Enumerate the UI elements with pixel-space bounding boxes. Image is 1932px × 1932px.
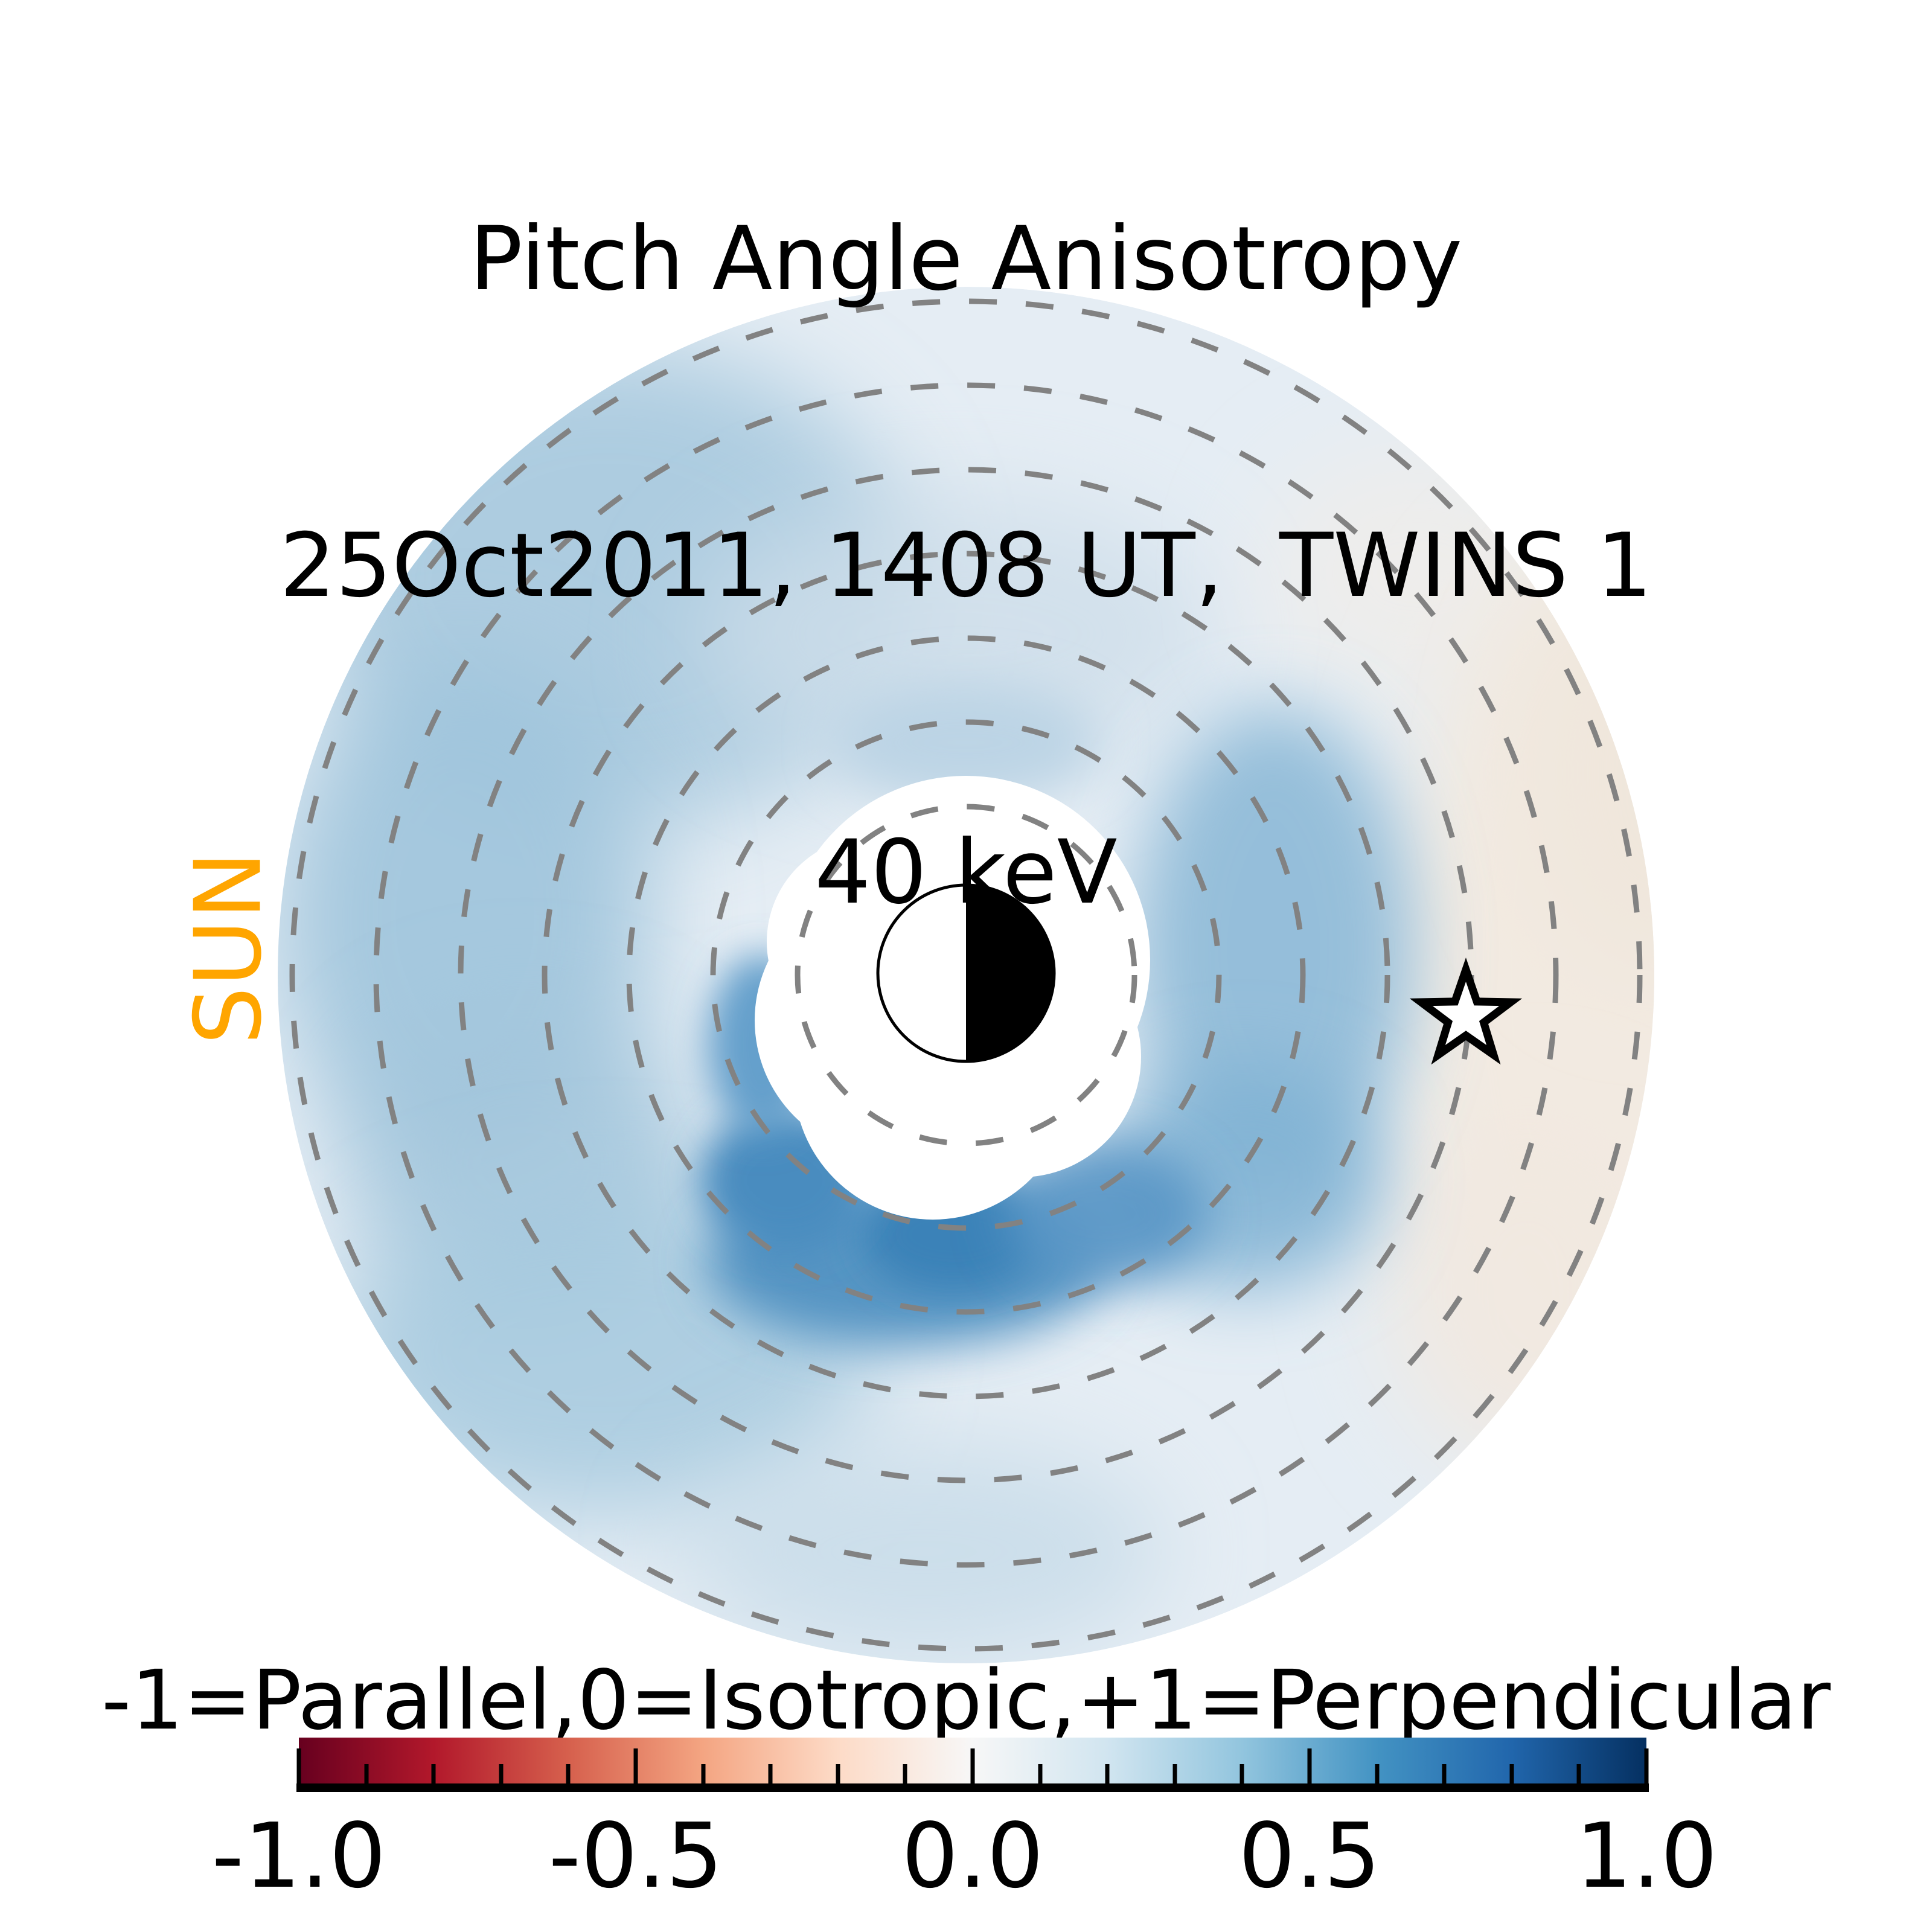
colorbar-label: -1=Parallel,0=Isotropic,+1=Perpendicular	[101, 1653, 1831, 1748]
colorbar-axis-line	[296, 1783, 1649, 1792]
colorbar-minor-tick	[431, 1764, 436, 1783]
colorbar-minor-tick	[1375, 1764, 1380, 1783]
anisotropy-blob	[1383, 1111, 1654, 1473]
colorbar-major-tick	[970, 1748, 975, 1783]
colorbar-minor-tick	[499, 1764, 504, 1783]
colorbar-minor-tick	[701, 1764, 706, 1783]
colorbar-minor-tick	[768, 1764, 773, 1783]
colorbar-minor-tick	[1442, 1764, 1447, 1783]
colorbar-major-tick	[1644, 1748, 1649, 1783]
colorbar-minor-tick	[1172, 1764, 1177, 1783]
tick-label-neg1: -1.0	[211, 1804, 386, 1908]
title-line-3: 40 keV	[814, 820, 1118, 924]
anisotropy-blob	[682, 1443, 1165, 1660]
tick-label-1: 1.0	[1575, 1804, 1718, 1908]
colorbar-tick-labels: -1.0 -0.5 0.0 0.5 1.0	[0, 1804, 1932, 1908]
l-shell-ring	[795, 804, 1137, 1147]
title-line-1: Pitch Angle Anisotropy	[469, 207, 1463, 310]
l-shell-ring	[289, 298, 1643, 1652]
colorbar-major-tick	[1307, 1748, 1312, 1783]
earth-nightside-half	[966, 885, 1054, 1061]
earth-daynight-marker	[876, 883, 1056, 1063]
colorbar-minor-tick	[566, 1764, 571, 1783]
anisotropy-blob	[833, 682, 1099, 803]
colorbar-minor-tick	[1576, 1764, 1581, 1783]
anisotropy-blob	[1002, 1141, 1208, 1286]
anisotropy-blob	[694, 495, 1214, 773]
tick-label-0: 0.0	[901, 1804, 1044, 1908]
colorbar-minor-tick	[364, 1764, 369, 1783]
colorbar-minor-tick	[1239, 1764, 1244, 1783]
tick-label-0-5: 0.5	[1238, 1804, 1381, 1908]
colorbar-minor-tick	[836, 1764, 840, 1783]
colorbar-ticks	[296, 1738, 1649, 1783]
colorbar-minor-tick	[903, 1764, 907, 1783]
l-shell-ring	[710, 719, 1222, 1231]
colorbar-major-tick	[296, 1748, 301, 1783]
colorbar-major-tick	[633, 1748, 638, 1783]
colorbar-minor-tick	[1038, 1764, 1043, 1783]
l-shell-ring	[626, 635, 1306, 1315]
tick-label-neg0-5: -0.5	[548, 1804, 723, 1908]
l-shell-ring	[542, 551, 1390, 1399]
l-shell-ring	[373, 382, 1559, 1568]
sun-direction-label: SUN	[175, 851, 282, 1044]
colorbar-minor-tick	[1509, 1764, 1514, 1783]
satellite-position-star-icon	[1409, 958, 1523, 1065]
colorbar	[296, 1738, 1649, 1792]
title-line-2: 25Oct2011, 1408 UT, TWINS 1	[280, 514, 1652, 617]
colorbar-minor-tick	[1105, 1764, 1110, 1783]
figure-title: Pitch Angle Anisotropy 25Oct2011, 1408 U…	[0, 4, 1932, 1128]
